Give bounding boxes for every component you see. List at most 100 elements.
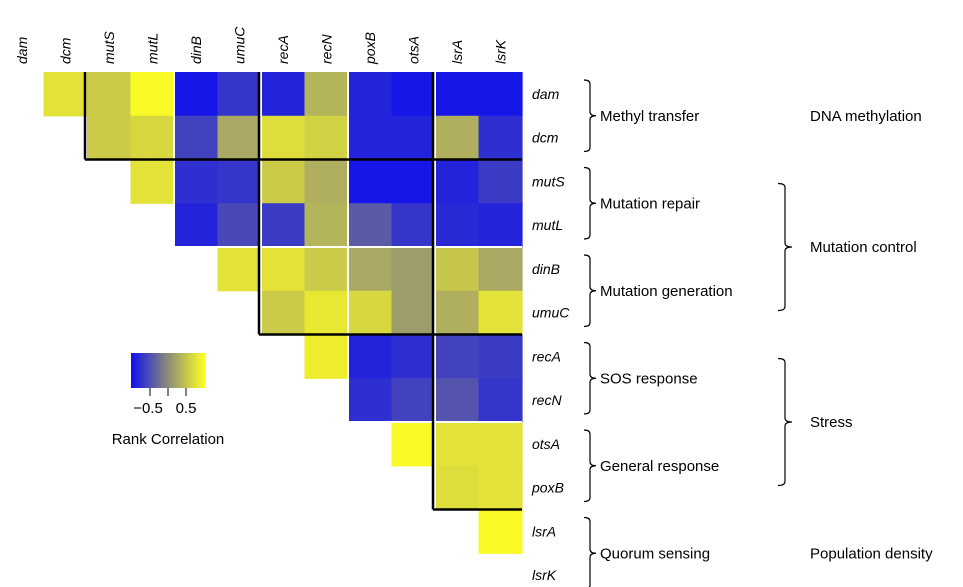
heatmap-cell [391,334,436,379]
heatmap-cell [304,115,349,161]
row-label: recN [532,392,562,408]
column-label: poxB [362,32,378,65]
group-label: Methyl transfer [600,108,699,125]
heatmap-cell [435,115,480,161]
heatmap-cell [130,115,175,161]
heatmap-cell [478,378,523,423]
heatmap-cell [435,422,480,467]
column-label: otsA [405,36,421,64]
row-label: recA [532,348,561,364]
heatmap-cell [217,115,262,161]
heatmap-cell [348,247,393,292]
column-label: lsrK [492,39,508,64]
heatmap-cell [261,115,306,161]
heatmap-cell [478,159,523,204]
supergroup-label: Population density [810,545,933,562]
group-brace [583,79,597,153]
row-label: lsrK [532,567,557,583]
legend-title: Rank Correlation [112,431,225,448]
heatmap-cell [174,203,219,248]
heatmap-cell [261,290,306,336]
group-brace [583,341,597,415]
heatmap-cell [478,334,523,379]
heatmap-cell [174,115,219,161]
heatmap-cell [435,72,480,117]
heatmap-cell [435,378,480,423]
supergroup-brace [777,182,793,312]
row-label: mutS [532,173,565,189]
heatmap-cell [304,72,349,117]
heatmap-cell [217,72,262,117]
row-label: poxB [531,480,564,496]
heatmap-cell [348,159,393,204]
row-label: umuC [532,305,570,321]
heatmap-cell [261,72,306,117]
heatmap-cell [478,290,523,336]
heatmap-cell [391,247,436,292]
row-label: otsA [532,436,560,452]
heatmap-cell [261,203,306,248]
heatmap-cell [478,115,523,161]
heatmap-cell [348,378,393,423]
column-label: lsrA [449,40,465,64]
heatmap-cell [478,203,523,248]
group-label: Mutation repair [600,195,700,212]
row-label: lsrA [532,523,556,539]
legend-tick-label: −0.5 [133,400,163,417]
heatmap-cell [304,290,349,336]
heatmap-cell [478,465,523,511]
group-brace [583,166,597,240]
group-annotations: Methyl transfer Mutation repair Mutation g… [583,79,733,587]
row-label: dam [532,86,560,102]
heatmap-cell [391,159,436,204]
heatmap-cell [435,290,480,336]
column-label: mutS [101,31,117,64]
column-label: dinB [188,36,204,64]
heatmap-cell [87,115,132,161]
supergroup-brace [777,357,793,487]
heatmap-cell [391,203,436,248]
group-label: General response [600,458,719,475]
group-label: SOS response [600,370,698,387]
heatmap-cell [478,72,523,117]
heatmap-cell [391,422,436,467]
heatmap-cell [478,509,523,554]
heatmap-cell [478,247,523,292]
block-dividers [83,72,522,511]
heatmap-cell [217,203,262,248]
group-brace [583,429,597,503]
heatmap-cell [391,72,436,117]
heatmap-cell [304,334,349,379]
group-brace [583,516,597,587]
heatmap-cell [43,72,88,117]
heatmap-cell [435,159,480,204]
heatmap-cell [261,247,306,292]
legend-gradient-bar [131,353,205,388]
legend-tick-label: 0.5 [176,400,197,417]
column-label: recN [318,34,334,64]
heatmap-cell [304,247,349,292]
heatmap-cell [348,203,393,248]
heatmap-cell [87,72,132,117]
row-label: dinB [532,261,560,277]
supergroup-label: DNA methylation [810,108,922,125]
color-legend: −0.5 0.5 Rank Correlation [112,353,225,448]
heatmap-cell [435,247,480,292]
heatmap-cell [348,115,393,161]
heatmap-cell [130,72,175,117]
column-label: dcm [57,37,73,64]
heatmap-cells [43,72,523,554]
column-label: dam [14,36,30,64]
heatmap-cell [391,115,436,161]
row-label: mutL [532,217,563,233]
heatmap-cell [348,334,393,379]
group-brace [583,254,597,328]
heatmap-cell [478,422,523,467]
heatmap-cell [435,334,480,379]
group-label: Quorum sensing [600,545,710,562]
column-label: umuC [231,26,247,64]
row-label: dcm [532,130,559,146]
heatmap-cell [174,159,219,204]
heatmap-cell [435,465,480,511]
